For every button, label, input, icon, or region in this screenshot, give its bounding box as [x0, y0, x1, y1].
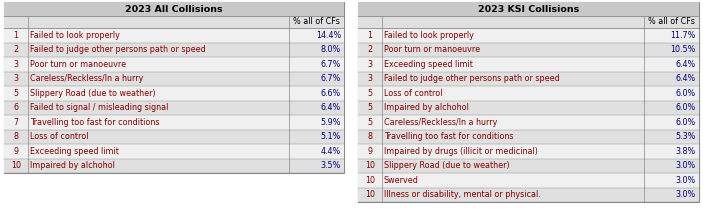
Bar [4, 144, 344, 159]
Text: 2: 2 [13, 45, 18, 54]
Bar [4, 159, 344, 173]
Text: 2023 KSI Collisions: 2023 KSI Collisions [478, 4, 579, 13]
Text: 8.0%: 8.0% [321, 45, 341, 54]
Text: 5: 5 [13, 89, 18, 98]
Text: 6.6%: 6.6% [321, 89, 341, 98]
Text: 5.1%: 5.1% [321, 132, 341, 141]
Text: 10: 10 [365, 190, 375, 199]
Text: 14.4%: 14.4% [316, 31, 341, 40]
Text: 10: 10 [365, 176, 375, 185]
Text: 6.4%: 6.4% [321, 103, 341, 112]
Text: 10: 10 [365, 161, 375, 170]
Bar [358, 2, 699, 202]
Text: 8: 8 [13, 132, 18, 141]
Text: Poor turn or manoeuvre: Poor turn or manoeuvre [384, 45, 480, 54]
Text: 3: 3 [368, 74, 373, 83]
Bar [4, 2, 344, 173]
Text: % all of CFs: % all of CFs [293, 17, 340, 26]
Bar [4, 71, 344, 86]
Text: 3.0%: 3.0% [676, 176, 696, 185]
Text: Impaired by drugs (illicit or medicinal): Impaired by drugs (illicit or medicinal) [384, 147, 538, 156]
Bar [4, 130, 344, 144]
Bar [358, 188, 699, 202]
Bar [4, 115, 344, 130]
Text: 5: 5 [368, 89, 373, 98]
Bar [4, 42, 344, 57]
Text: Failed to judge other persons path or speed: Failed to judge other persons path or sp… [30, 45, 206, 54]
Bar [358, 16, 699, 28]
Text: 6.0%: 6.0% [676, 118, 696, 127]
Text: 5: 5 [368, 103, 373, 112]
Text: 9: 9 [368, 147, 373, 156]
Bar [358, 173, 699, 188]
Bar [4, 86, 344, 101]
Bar [358, 57, 699, 71]
Text: 10.5%: 10.5% [671, 45, 696, 54]
Text: Exceeding speed limit: Exceeding speed limit [384, 60, 473, 69]
Text: 3: 3 [13, 60, 18, 69]
Text: 2: 2 [368, 45, 373, 54]
Bar [4, 28, 344, 42]
Text: 3: 3 [368, 60, 373, 69]
Text: 3: 3 [13, 74, 18, 83]
Text: Failed to signal / misleading signal: Failed to signal / misleading signal [30, 103, 169, 112]
Text: Travelling too fast for conditions: Travelling too fast for conditions [30, 118, 160, 127]
Text: 4.4%: 4.4% [321, 147, 341, 156]
Text: Careless/Reckless/In a hurry: Careless/Reckless/In a hurry [384, 118, 498, 127]
Text: Slippery Road (due to weather): Slippery Road (due to weather) [384, 161, 510, 170]
Text: Failed to look properly: Failed to look properly [384, 31, 474, 40]
Text: 5.3%: 5.3% [676, 132, 696, 141]
Bar [358, 115, 699, 130]
Text: 8: 8 [368, 132, 373, 141]
Text: 1: 1 [13, 31, 18, 40]
Text: 7: 7 [13, 118, 18, 127]
Text: 5: 5 [368, 118, 373, 127]
Text: 1: 1 [368, 31, 373, 40]
Bar [358, 144, 699, 159]
Bar [358, 130, 699, 144]
Text: 6.4%: 6.4% [676, 60, 696, 69]
Bar [4, 57, 344, 71]
Text: 3.5%: 3.5% [321, 161, 341, 170]
Bar [4, 101, 344, 115]
Bar [358, 101, 699, 115]
Text: 3.0%: 3.0% [676, 161, 696, 170]
Text: Failed to look properly: Failed to look properly [30, 31, 120, 40]
Bar [358, 71, 699, 86]
Bar [358, 28, 699, 42]
Text: Swerved: Swerved [384, 176, 419, 185]
Text: 11.7%: 11.7% [671, 31, 696, 40]
Text: 3.8%: 3.8% [676, 147, 696, 156]
Text: 6.7%: 6.7% [321, 74, 341, 83]
Bar [358, 42, 699, 57]
Text: Careless/Reckless/In a hurry: Careless/Reckless/In a hurry [30, 74, 143, 83]
Text: Slippery Road (due to weather): Slippery Road (due to weather) [30, 89, 155, 98]
Bar [358, 86, 699, 101]
Text: 10: 10 [11, 161, 21, 170]
Text: Poor turn or manoeuvre: Poor turn or manoeuvre [30, 60, 126, 69]
Text: Impaired by alchohol: Impaired by alchohol [384, 103, 469, 112]
Text: 9: 9 [13, 147, 18, 156]
Text: Loss of control: Loss of control [384, 89, 442, 98]
Text: Exceeding speed limit: Exceeding speed limit [30, 147, 119, 156]
Bar [4, 16, 344, 28]
Bar [358, 159, 699, 173]
Bar [4, 2, 344, 16]
Text: Travelling too fast for conditions: Travelling too fast for conditions [384, 132, 513, 141]
Text: 6: 6 [13, 103, 18, 112]
Text: 3.0%: 3.0% [676, 190, 696, 199]
Text: Illness or disability, mental or physical.: Illness or disability, mental or physica… [384, 190, 541, 199]
Text: Failed to judge other persons path or speed: Failed to judge other persons path or sp… [384, 74, 560, 83]
Text: 6.7%: 6.7% [321, 60, 341, 69]
Text: Loss of control: Loss of control [30, 132, 89, 141]
Bar [358, 2, 699, 16]
Text: % all of CFs: % all of CFs [648, 17, 695, 26]
Text: 2023 All Collisions: 2023 All Collisions [125, 4, 223, 13]
Text: 6.0%: 6.0% [676, 103, 696, 112]
Text: 5.9%: 5.9% [321, 118, 341, 127]
Text: 6.4%: 6.4% [676, 74, 696, 83]
Text: Impaired by alchohol: Impaired by alchohol [30, 161, 115, 170]
Text: 6.0%: 6.0% [676, 89, 696, 98]
